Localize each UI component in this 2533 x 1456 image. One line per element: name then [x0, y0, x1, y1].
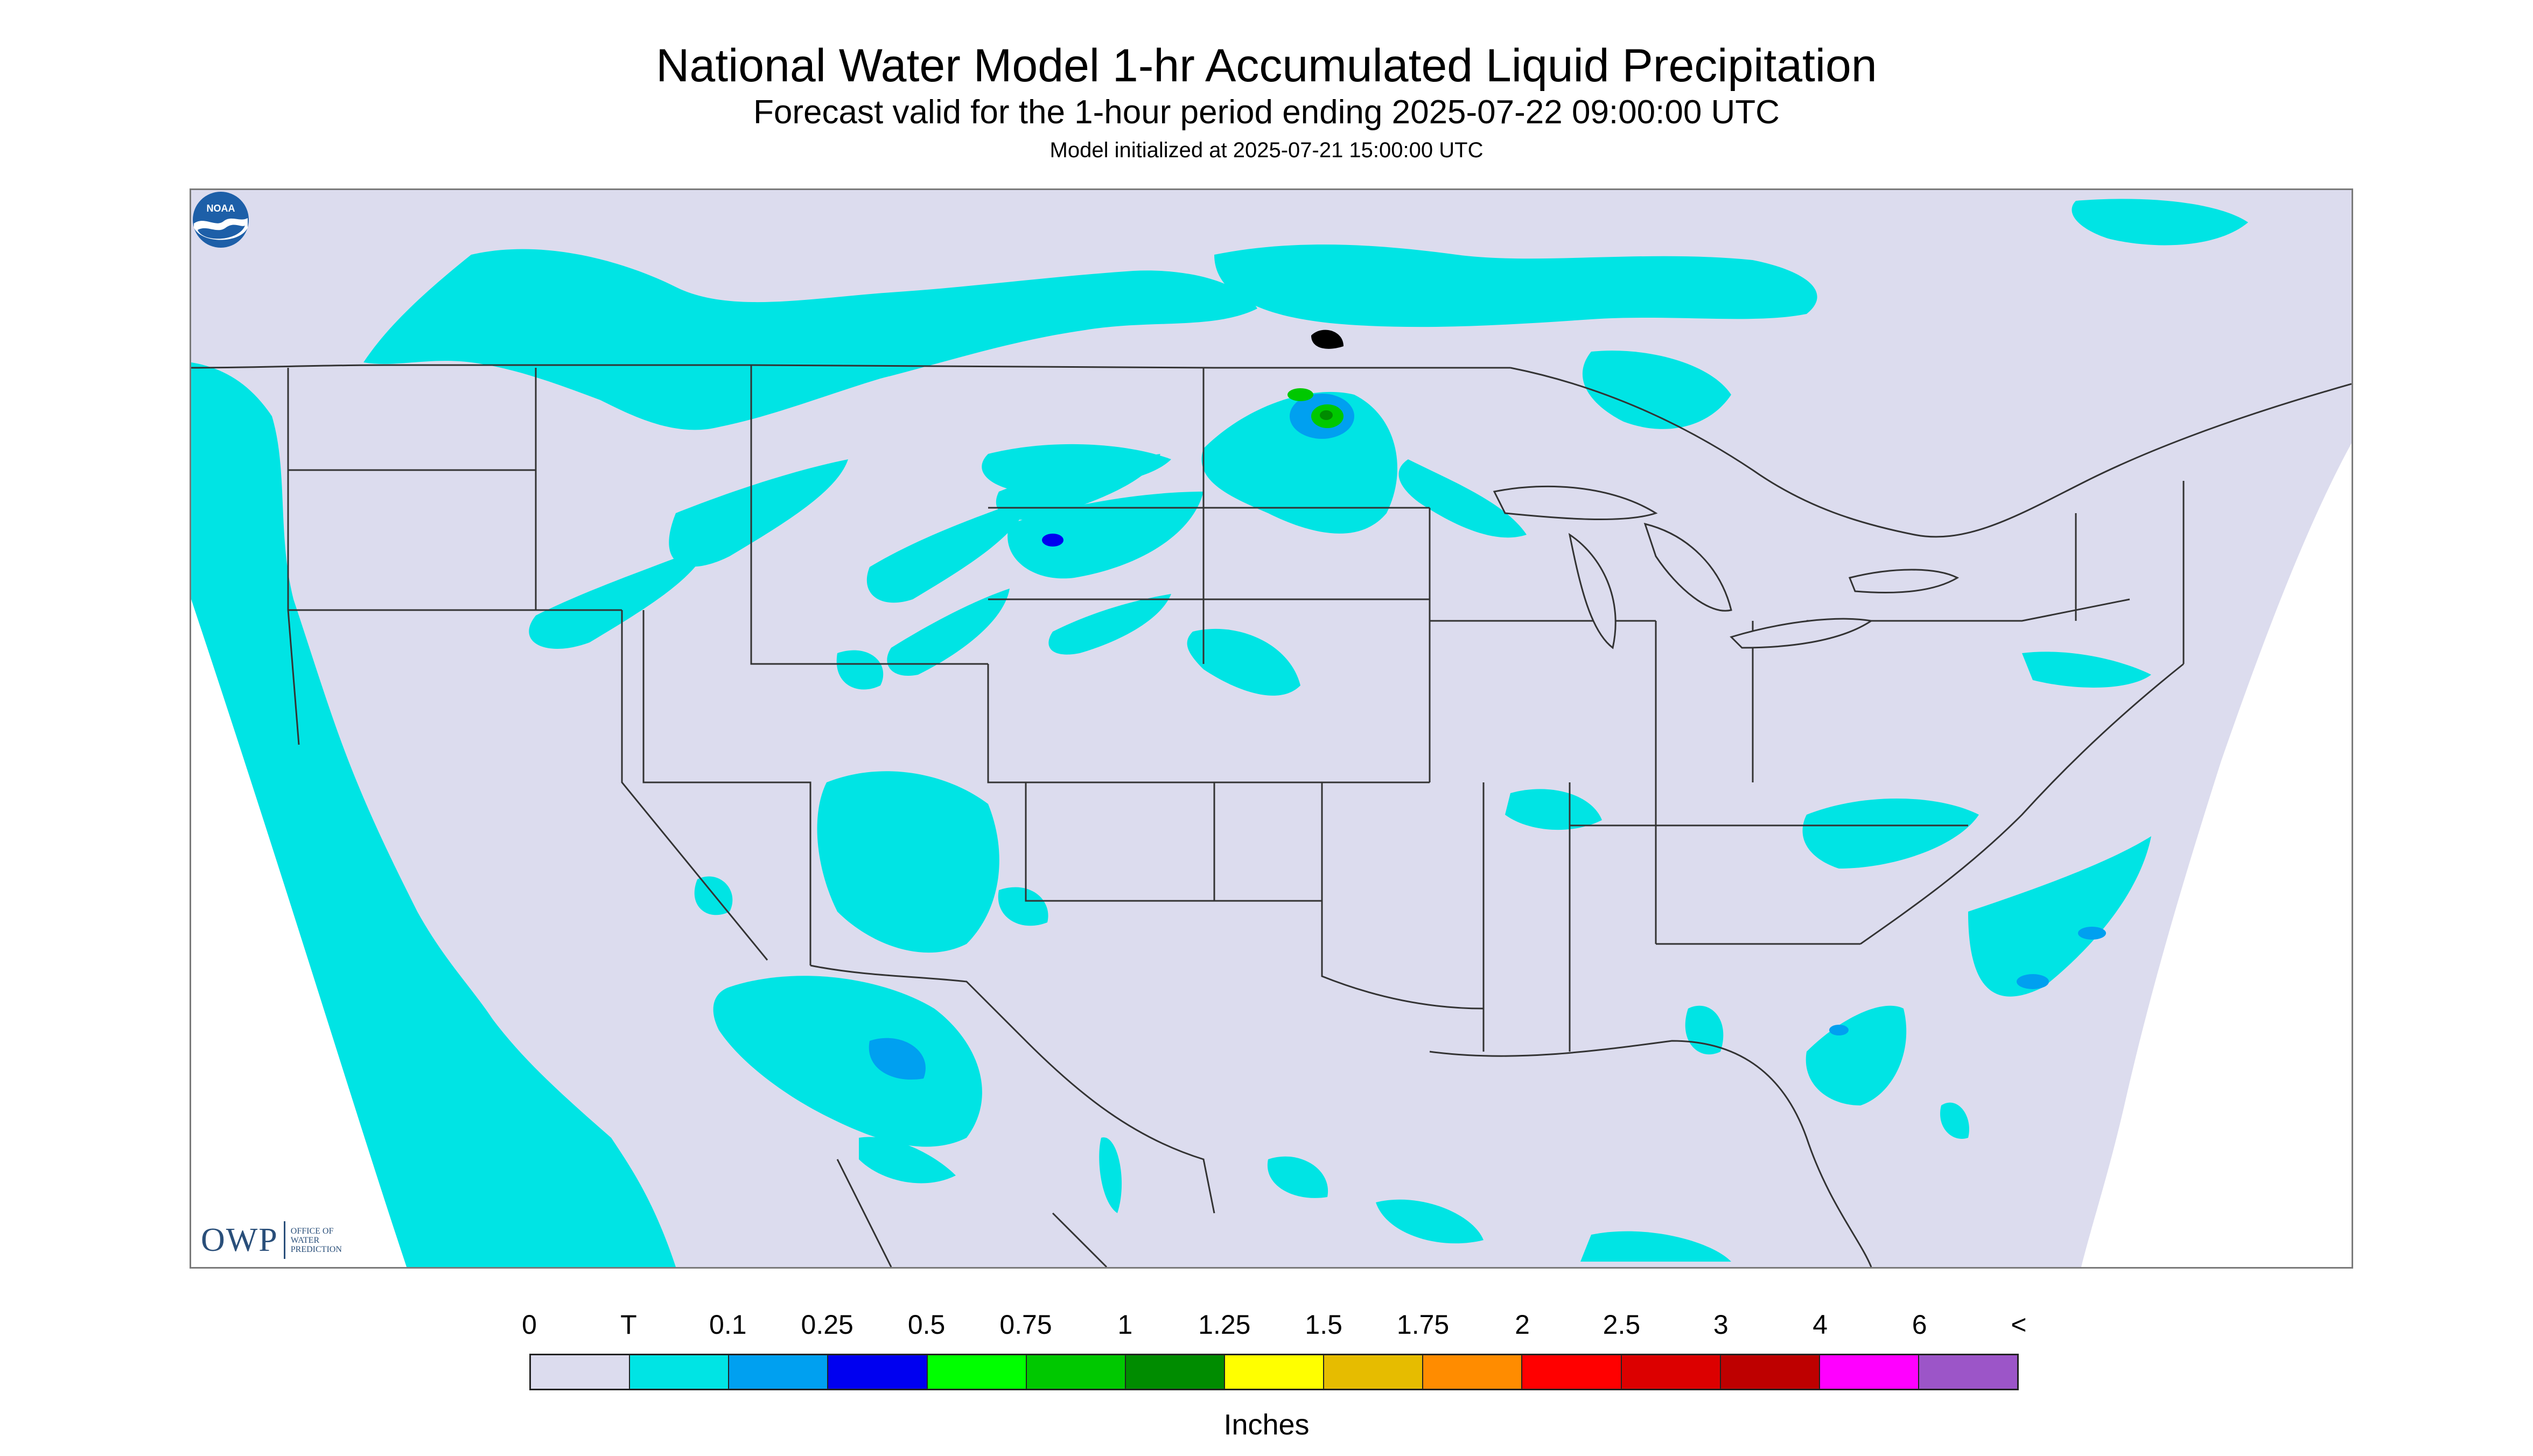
legend-swatch: [1720, 1355, 1820, 1389]
legend-swatch: [630, 1355, 730, 1389]
legend-label: 0.75: [999, 1310, 1052, 1340]
legend-swatch: [1324, 1355, 1424, 1389]
legend-label: 2: [1515, 1310, 1530, 1340]
legend-swatch: [1423, 1355, 1523, 1389]
owp-logo-mark: OWP: [201, 1221, 285, 1259]
legend-swatch: [1820, 1355, 1919, 1389]
map-subtitle: Forecast valid for the 1-hour period end…: [753, 94, 1780, 131]
precipitation-map: OWP OFFICE OF WATER PREDICTION NOAA: [190, 188, 2353, 1269]
legend-label: 4: [1813, 1310, 1828, 1340]
great-lakes: [1493, 485, 1960, 649]
domain-mask-right: [2081, 443, 2352, 1267]
owp-logo-text: OFFICE OF WATER PREDICTION: [290, 1226, 342, 1254]
legend-label: 2.5: [1603, 1310, 1641, 1340]
legend-swatch: [1224, 1355, 1325, 1389]
legend-label: 0.1: [709, 1310, 747, 1340]
domain-mask-left-area: [191, 599, 407, 1267]
noaa-logo: NOAA: [193, 192, 249, 248]
legend-units: Inches: [1223, 1409, 1310, 1441]
legend-swatch: [531, 1355, 631, 1389]
precip-dakota-cluster: [982, 388, 1527, 579]
precip-atlantic-heavy: [1829, 927, 2106, 1035]
legend-label: 1: [1117, 1310, 1133, 1340]
legend-label: 0: [522, 1310, 537, 1340]
noaa-logo-text: NOAA: [207, 203, 235, 214]
legend-swatch: [1026, 1355, 1126, 1389]
legend-label: 0.5: [907, 1310, 946, 1340]
political-boundaries: [191, 364, 2352, 1267]
precip-southwest-blue: [869, 1038, 926, 1080]
map-canvas: [191, 199, 2352, 1267]
map-title: National Water Model 1-hr Accumulated Li…: [656, 40, 1877, 92]
legend-swatch: [1919, 1355, 2018, 1389]
precip-legend: 0 T 0.1 0.25 0.5 0.75 1 1.25 1.5 1.75 2 2.5 3 4 6 <: [522, 1308, 2027, 1390]
legend-swatch: [1125, 1355, 1225, 1389]
precip-southwest: [694, 771, 1122, 1213]
legend-label: 1.25: [1198, 1310, 1251, 1340]
precip-western-streaks: [529, 454, 1171, 676]
legend-label: 6: [1912, 1310, 1927, 1340]
legend-label: 1.5: [1305, 1310, 1342, 1340]
legend-labels: 0 T 0.1 0.25 0.5 0.75 1 1.25 1.5 1.75 2 2.5 3 4 6 <: [522, 1308, 2027, 1346]
precip-east: [1267, 652, 2151, 1262]
legend-label: 0.25: [801, 1310, 853, 1340]
legend-label: 3: [1713, 1310, 1729, 1340]
legend-swatch: [729, 1355, 829, 1389]
legend-colorbar: [529, 1354, 2019, 1390]
precip-northern-band: [363, 199, 2248, 430]
legend-swatch: [1522, 1355, 1622, 1389]
precip-pacific-coast: [191, 362, 676, 1267]
lake-island-feature: [1311, 330, 1344, 349]
owp-logo: OWP OFFICE OF WATER PREDICTION: [201, 1221, 350, 1259]
precip-central: [836, 628, 1300, 696]
legend-label: T: [620, 1310, 637, 1340]
legend-swatch: [828, 1355, 928, 1389]
model-init-time: Model initialized at 2025-07-21 15:00:00…: [1049, 138, 1484, 162]
legend-label: 1.75: [1396, 1310, 1450, 1340]
legend-swatch: [1621, 1355, 1721, 1389]
legend-swatch: [927, 1355, 1027, 1389]
legend-label: <: [2011, 1310, 2027, 1340]
